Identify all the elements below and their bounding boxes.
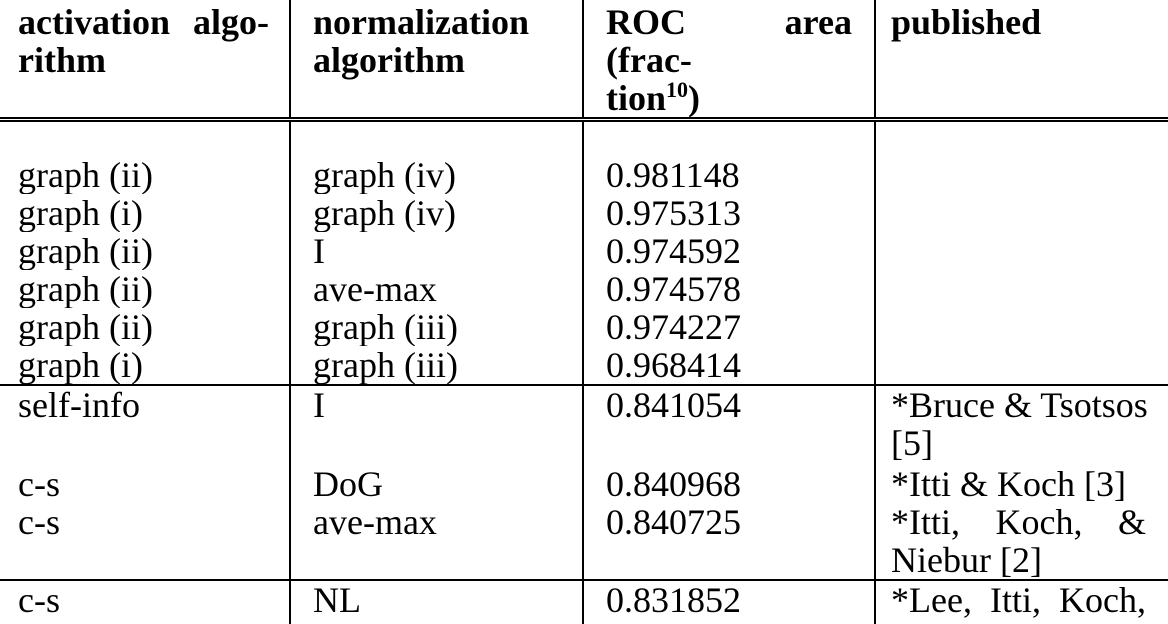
header-line: ROC area (frac-: [606, 2, 852, 80]
table-row: graph (ii) graph (iv) 0.981148: [0, 155, 1168, 194]
published-citation-line: *Itti, Koch, &: [891, 502, 1146, 542]
cell-activation: graph (ii): [18, 269, 153, 308]
cell-empty: [289, 119, 583, 156]
cell-activation: graph (ii): [18, 231, 153, 270]
cell-empty: [0, 120, 290, 156]
cell-activation: graph (ii): [18, 155, 153, 194]
published-citation-line: *Lee, Itti, Koch,: [891, 579, 1146, 620]
table-row: c-s ave-max 0.840725 *Itti, Koch, & Nieb…: [0, 502, 1168, 580]
table-row: c-s NL 0.831852 *Lee, Itti, Koch, & Brau…: [0, 578, 1168, 624]
published-citation-line: *Bruce & Tsotsos: [891, 384, 1148, 425]
cell-normalization: graph (iii): [289, 345, 583, 385]
cell-empty: [582, 119, 875, 156]
cell-published: [874, 345, 1168, 385]
cell-activation: graph (ii): [18, 307, 153, 346]
table-row: graph (i) graph (iv) 0.975313: [0, 193, 1168, 232]
header-line: published: [891, 2, 1042, 42]
cell-published: [874, 231, 1168, 270]
cell-roc: 0.981148: [582, 155, 875, 194]
cell-activation: graph (i): [18, 345, 143, 385]
cell-roc: 0.974592: [582, 231, 875, 270]
table-row: graph (ii) I 0.974592: [0, 231, 1168, 270]
header-line: tion10): [606, 77, 852, 118]
cell-published: *Itti, Koch, & Niebur [2]: [874, 502, 1168, 580]
cell-normalization: I: [289, 231, 583, 270]
cell-normalization: ave-max: [289, 269, 583, 308]
cell-published: *Lee, Itti, Koch, & Braun [10]: [874, 578, 1168, 624]
table-header-row: activation algo- rithm normalization alg…: [0, 0, 1168, 122]
cell-normalization: graph (iv): [289, 193, 583, 232]
cell-activation: c-s: [18, 464, 60, 503]
cell-roc: 0.975313: [582, 193, 875, 232]
table-row: self-info I 0.841054 *Bruce & Tsotsos [5…: [0, 383, 1168, 465]
header-normalization-algorithm: normalization algorithm: [289, 0, 583, 122]
header-published: published: [874, 0, 1168, 122]
cell-normalization: graph (iii): [289, 307, 583, 346]
cell-published: [874, 193, 1168, 232]
cell-activation: c-s: [0, 578, 290, 624]
cell-normalization: graph (iv): [289, 155, 583, 194]
header-line: activation algo-: [18, 2, 269, 42]
cell-roc: 0.831852: [582, 578, 875, 624]
cell-roc: 0.974227: [582, 307, 875, 346]
cell-published: [874, 307, 1168, 346]
cell-published: *Itti & Koch [3]: [874, 464, 1168, 503]
cell-normalization: NL: [289, 578, 583, 624]
footnote-superscript: 10: [666, 77, 689, 102]
cell-activation: graph (i): [18, 193, 143, 232]
cell-activation: c-s: [18, 502, 60, 542]
published-citation-line: *Itti & Koch [3]: [891, 464, 1126, 503]
cell-normalization: I: [289, 383, 583, 465]
table-row: graph (ii) graph (iii) 0.974227: [0, 307, 1168, 346]
published-citation-line: Niebur [2]: [891, 539, 1042, 580]
header-line: rithm: [18, 40, 106, 80]
cell-normalization: ave-max: [289, 502, 583, 580]
header-activation-algorithm: activation algo- rithm: [0, 0, 290, 122]
header-roc-fraction-text: tion: [606, 78, 667, 118]
published-citation-line: & Braun [10]: [891, 619, 1146, 624]
cell-roc: 0.841054: [582, 383, 875, 465]
cell-published: *Bruce & Tsotsos [5]: [874, 383, 1168, 465]
header-line: algorithm: [313, 40, 465, 80]
header-roc-paren: ): [688, 78, 701, 118]
header-line: normalization: [313, 2, 529, 42]
cell-roc: 0.968414: [582, 345, 875, 385]
table-row: graph (i) graph (iii) 0.968414: [0, 345, 1168, 385]
spacer-row: [0, 119, 1168, 156]
cell-roc: 0.974578: [582, 269, 875, 308]
cell-activation: self-info: [0, 383, 290, 465]
cell-roc: 0.840725: [582, 502, 875, 580]
cell-normalization: DoG: [289, 464, 583, 503]
cell-published: [874, 269, 1168, 308]
published-citation-line: [5]: [891, 422, 933, 463]
table-row: c-s DoG 0.840968 *Itti & Koch [3]: [0, 464, 1168, 503]
cell-roc: 0.840968: [582, 464, 875, 503]
cell-published: [874, 155, 1168, 194]
header-roc-area: ROC area (frac- tion10): [582, 0, 875, 122]
table-row: graph (ii) ave-max 0.974578: [0, 269, 1168, 308]
cell-empty: [874, 119, 1168, 156]
